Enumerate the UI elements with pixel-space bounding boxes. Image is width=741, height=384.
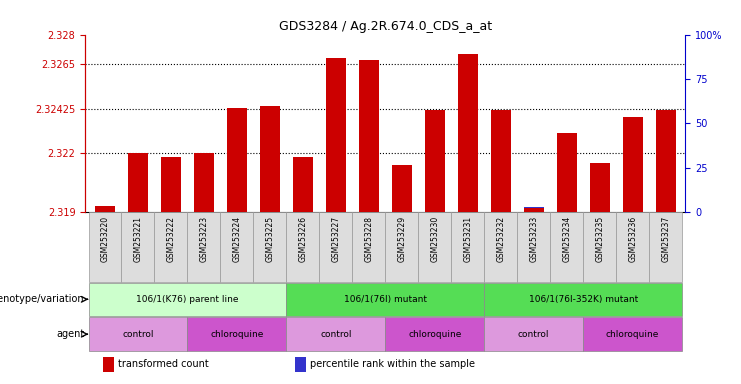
- Bar: [425, 205, 445, 212]
- Bar: [524, 208, 544, 212]
- Text: GSM253234: GSM253234: [562, 215, 571, 262]
- FancyBboxPatch shape: [517, 212, 551, 282]
- Bar: [590, 163, 610, 212]
- FancyBboxPatch shape: [485, 212, 517, 282]
- Bar: [293, 207, 313, 212]
- Bar: [227, 205, 247, 212]
- Bar: [656, 207, 676, 212]
- Text: GSM253224: GSM253224: [233, 215, 242, 262]
- Bar: [293, 157, 313, 212]
- FancyBboxPatch shape: [286, 318, 385, 351]
- Text: GSM253226: GSM253226: [299, 215, 308, 262]
- Bar: [95, 209, 115, 212]
- Bar: [260, 205, 280, 212]
- Bar: [622, 205, 642, 212]
- Bar: [392, 207, 412, 212]
- Title: GDS3284 / Ag.2R.674.0_CDS_a_at: GDS3284 / Ag.2R.674.0_CDS_a_at: [279, 20, 492, 33]
- Text: genotype/variation: genotype/variation: [0, 294, 84, 304]
- FancyBboxPatch shape: [649, 212, 682, 282]
- FancyBboxPatch shape: [451, 212, 485, 282]
- Text: GSM253235: GSM253235: [595, 215, 604, 262]
- FancyBboxPatch shape: [286, 212, 319, 282]
- Bar: [194, 153, 214, 212]
- Bar: [326, 58, 346, 212]
- Bar: [103, 358, 114, 372]
- Bar: [392, 165, 412, 212]
- Text: agent: agent: [56, 329, 84, 339]
- FancyBboxPatch shape: [617, 212, 649, 282]
- Text: percentile rank within the sample: percentile rank within the sample: [310, 359, 475, 369]
- Bar: [227, 108, 247, 212]
- Text: chloroquine: chloroquine: [606, 330, 659, 339]
- FancyBboxPatch shape: [385, 318, 485, 351]
- Text: control: control: [518, 330, 550, 339]
- Bar: [622, 118, 642, 212]
- Text: GSM253232: GSM253232: [496, 215, 505, 262]
- Text: GSM253227: GSM253227: [331, 215, 340, 262]
- Text: control: control: [122, 330, 153, 339]
- FancyBboxPatch shape: [154, 212, 187, 282]
- Text: GSM253231: GSM253231: [463, 215, 472, 262]
- Text: transformed count: transformed count: [119, 359, 209, 369]
- Bar: [161, 207, 181, 212]
- Bar: [359, 205, 379, 212]
- FancyBboxPatch shape: [122, 212, 154, 282]
- Bar: [556, 207, 576, 212]
- Text: 106/1(76I-352K) mutant: 106/1(76I-352K) mutant: [528, 295, 638, 304]
- Bar: [590, 207, 610, 212]
- Text: chloroquine: chloroquine: [210, 330, 264, 339]
- Text: GSM253225: GSM253225: [265, 215, 274, 262]
- FancyBboxPatch shape: [88, 283, 286, 316]
- FancyBboxPatch shape: [385, 212, 419, 282]
- Bar: [194, 205, 214, 212]
- FancyBboxPatch shape: [319, 212, 352, 282]
- Text: GSM253223: GSM253223: [199, 215, 208, 262]
- FancyBboxPatch shape: [583, 212, 617, 282]
- FancyBboxPatch shape: [583, 318, 682, 351]
- Text: GSM253228: GSM253228: [365, 215, 373, 262]
- Bar: [295, 358, 306, 372]
- FancyBboxPatch shape: [88, 212, 122, 282]
- Text: GSM253230: GSM253230: [431, 215, 439, 262]
- Text: GSM253221: GSM253221: [133, 215, 142, 262]
- FancyBboxPatch shape: [286, 283, 485, 316]
- Bar: [128, 207, 148, 212]
- Text: chloroquine: chloroquine: [408, 330, 462, 339]
- FancyBboxPatch shape: [220, 212, 253, 282]
- Text: GSM253236: GSM253236: [628, 215, 637, 262]
- FancyBboxPatch shape: [187, 212, 220, 282]
- Bar: [491, 207, 511, 212]
- Text: GSM253237: GSM253237: [661, 215, 670, 262]
- FancyBboxPatch shape: [419, 212, 451, 282]
- Text: GSM253222: GSM253222: [167, 215, 176, 262]
- Bar: [128, 153, 148, 212]
- FancyBboxPatch shape: [485, 283, 682, 316]
- Bar: [458, 54, 478, 212]
- Bar: [556, 133, 576, 212]
- FancyBboxPatch shape: [88, 318, 187, 351]
- Bar: [326, 205, 346, 212]
- Text: GSM253233: GSM253233: [529, 215, 538, 262]
- Text: 106/1(K76) parent line: 106/1(K76) parent line: [136, 295, 239, 304]
- Text: control: control: [320, 330, 351, 339]
- Bar: [260, 106, 280, 212]
- Bar: [458, 205, 478, 212]
- Bar: [491, 109, 511, 212]
- FancyBboxPatch shape: [551, 212, 583, 282]
- FancyBboxPatch shape: [253, 212, 286, 282]
- Text: GSM253220: GSM253220: [101, 215, 110, 262]
- FancyBboxPatch shape: [485, 318, 583, 351]
- Bar: [524, 207, 544, 212]
- Text: 106/1(76I) mutant: 106/1(76I) mutant: [344, 295, 427, 304]
- Bar: [161, 157, 181, 212]
- Bar: [359, 60, 379, 212]
- Bar: [656, 109, 676, 212]
- FancyBboxPatch shape: [352, 212, 385, 282]
- Text: GSM253229: GSM253229: [397, 215, 406, 262]
- Bar: [425, 109, 445, 212]
- Bar: [95, 206, 115, 212]
- FancyBboxPatch shape: [187, 318, 286, 351]
